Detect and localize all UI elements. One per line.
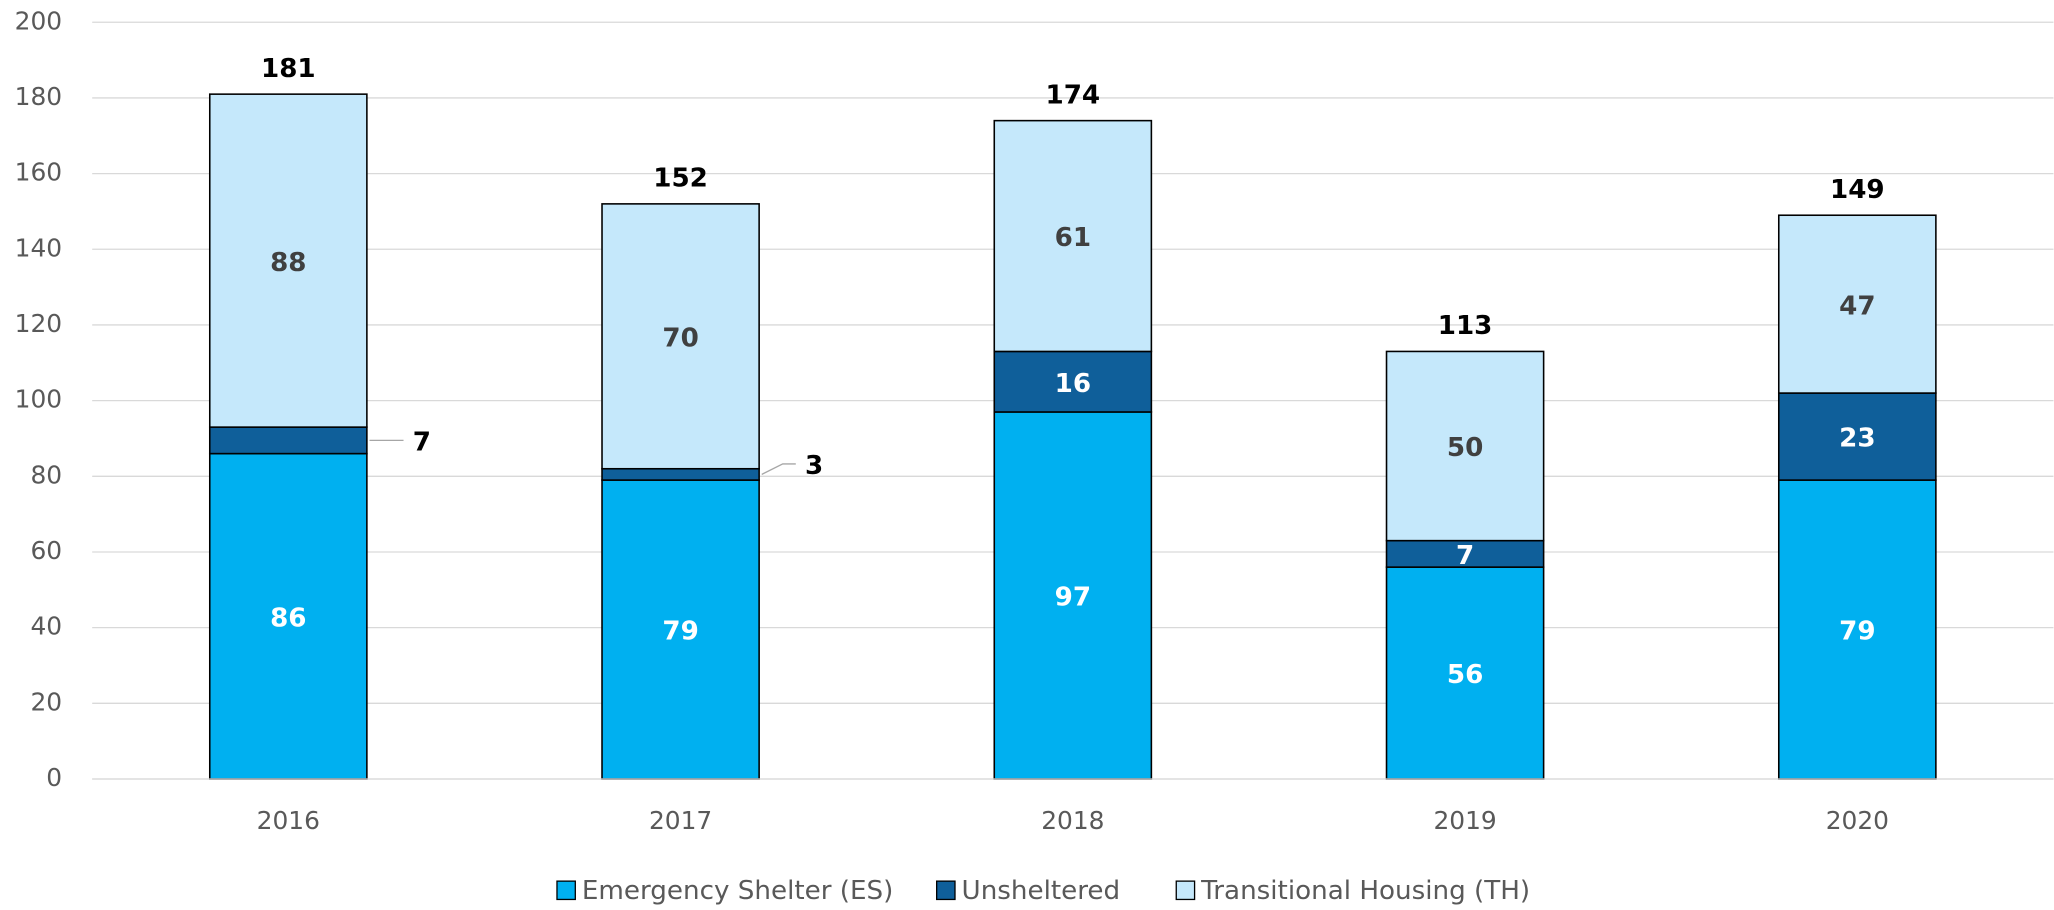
y-tick-label: 180 [15,82,62,111]
legend-label: Transitional Housing (TH) [1200,876,1530,906]
data-label: 23 [1839,424,1875,454]
x-tick-label: 2017 [649,806,712,835]
total-label: 181 [261,54,316,84]
data-label: 50 [1447,433,1483,463]
y-tick-label: 40 [30,612,62,641]
total-label: 149 [1830,175,1885,205]
y-tick-label: 120 [15,309,62,338]
y-tick-label: 0 [46,763,62,792]
bar-segment [208,452,368,780]
x-tick-label: 2019 [1433,806,1496,835]
data-label: 3 [805,451,823,481]
x-tick-label: 2020 [1826,806,1889,835]
legend-swatch [936,880,956,901]
y-tick-label: 80 [30,460,62,489]
y-tick-label: 140 [15,233,62,262]
data-label: 79 [662,617,698,647]
legend-label: Emergency Shelter (ES) [582,876,894,906]
bar-segment [993,411,1153,780]
bar-segment [993,350,1153,413]
data-label: 16 [1055,369,1091,399]
y-tick-label: 60 [30,536,62,565]
bar-segment [208,93,368,428]
legend-label: Unsheltered [962,876,1121,906]
data-label: 97 [1055,583,1091,613]
data-label: 70 [662,323,698,353]
leader-line [761,463,796,475]
total-label: 113 [1438,311,1493,341]
legend-swatch [556,880,576,901]
bar-segment [208,426,368,455]
data-label: 7 [1456,541,1474,571]
total-label: 152 [653,164,708,194]
x-tick-label: 2018 [1041,806,1104,835]
y-tick-label: 20 [30,687,62,716]
data-label: 79 [1839,617,1875,647]
bar-segment [601,467,760,481]
data-label: 47 [1839,291,1875,321]
data-label: 61 [1055,223,1091,253]
bar-segment [1385,350,1545,542]
y-tick-label: 200 [15,6,62,35]
bar-segment [601,203,760,470]
data-label: 7 [413,427,431,457]
x-tick-label: 2016 [257,806,320,835]
bar-segment [1777,214,1937,394]
data-label: 56 [1447,660,1483,690]
y-tick-label: 100 [15,385,62,414]
data-label: 88 [270,248,306,278]
bar-segment [1777,479,1937,780]
bar-segment [1777,392,1937,481]
bar-segment [1385,566,1545,780]
total-label: 174 [1046,80,1101,110]
data-label: 86 [270,603,306,633]
y-tick-label: 160 [15,158,62,187]
legend-swatch [1175,880,1196,901]
bar-segment [993,119,1153,353]
